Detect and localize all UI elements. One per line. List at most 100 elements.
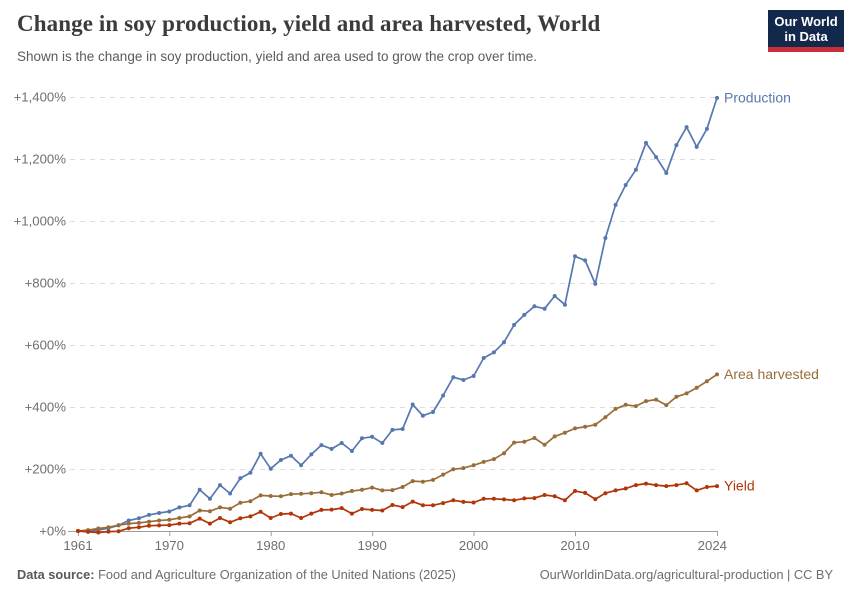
x-axis-label: 2010 [560, 538, 589, 553]
series-point-area-harvested [238, 500, 243, 505]
series-point-area-harvested [451, 467, 456, 472]
series-point-yield [451, 498, 456, 503]
series-point-production [400, 427, 405, 431]
series-point-yield [573, 489, 577, 493]
series-point-production [339, 441, 344, 445]
x-axis-label: 2000 [459, 538, 488, 553]
footer: Data source: Food and Agriculture Organi… [17, 567, 833, 582]
series-point-yield [370, 507, 375, 512]
y-axis-label: +400% [25, 400, 67, 415]
series-point-yield [106, 529, 111, 534]
series-point-yield [268, 516, 273, 520]
series-point-production [136, 516, 141, 521]
series-point-area-harvested [654, 397, 659, 402]
series-point-area-harvested [704, 379, 709, 384]
series-point-production [197, 487, 202, 492]
series-point-yield [360, 507, 364, 511]
series-point-production [420, 413, 425, 418]
series-point-production [309, 452, 314, 457]
series-point-yield [400, 505, 405, 510]
series-point-area-harvested [512, 440, 517, 445]
series-point-yield [319, 507, 324, 512]
series-point-yield [339, 506, 344, 511]
series-point-yield [258, 509, 263, 514]
series-point-area-harvested [694, 385, 699, 390]
series-point-area-harvested [502, 451, 506, 456]
series-point-area-harvested [613, 406, 618, 411]
series-point-yield [390, 503, 395, 507]
series-point-yield [491, 496, 496, 501]
series-point-production [299, 463, 304, 468]
series-point-yield [562, 498, 567, 503]
series-point-production [613, 202, 618, 207]
series-point-production [512, 322, 517, 327]
y-axis-label: +800% [25, 276, 67, 291]
series-point-production [562, 302, 567, 307]
series-point-production [593, 281, 598, 286]
owid-logo: Our World in Data [768, 10, 844, 52]
series-point-yield [420, 503, 425, 508]
series-point-production [623, 183, 628, 187]
series-point-yield [664, 484, 669, 489]
series-point-production [157, 511, 162, 515]
series-point-area-harvested [207, 509, 212, 514]
series-point-yield [228, 520, 233, 525]
series-point-production [633, 167, 638, 172]
series-point-yield [654, 483, 659, 488]
series-point-production [238, 476, 243, 481]
series-point-yield [197, 516, 202, 521]
data-source: Data source: Food and Agriculture Organi… [17, 567, 456, 582]
page-subtitle: Shown is the change in soy production, y… [17, 49, 538, 64]
series-point-yield [593, 497, 598, 502]
series-point-area-harvested [400, 485, 405, 489]
series-point-yield [522, 496, 527, 501]
series-point-yield [329, 507, 334, 512]
series-point-production [583, 258, 588, 263]
series-point-production [532, 304, 537, 309]
series-point-area-harvested [339, 491, 344, 496]
series-point-area-harvested [319, 490, 324, 495]
series-point-production [552, 294, 557, 298]
series-point-production [715, 95, 719, 100]
series-line-yield [77, 482, 718, 534]
x-axis-label: 1961 [63, 538, 92, 553]
series-point-production [289, 453, 293, 458]
series-point-production [573, 254, 577, 259]
series-point-production [126, 518, 131, 523]
series-point-production [522, 312, 527, 317]
series-point-production [603, 236, 608, 240]
series-point-area-harvested [289, 492, 293, 497]
x-axis-label: 1980 [256, 538, 285, 553]
series-point-yield [613, 488, 618, 493]
series-point-area-harvested [187, 514, 192, 519]
series-point-area-harvested [278, 494, 283, 499]
series-point-yield [583, 490, 588, 495]
series-point-area-harvested [674, 394, 679, 399]
series-point-production [177, 505, 182, 510]
series-point-production [410, 402, 415, 407]
series-point-area-harvested [228, 506, 233, 511]
series-point-area-harvested [116, 523, 121, 528]
series-point-area-harvested [380, 488, 385, 493]
series-point-yield [644, 481, 648, 486]
series-point-area-harvested [684, 391, 689, 396]
series-point-yield [299, 516, 304, 520]
series-point-production [502, 340, 506, 345]
y-axis-label: +600% [25, 338, 67, 353]
series-point-production [461, 378, 466, 382]
series-point-yield [431, 503, 435, 508]
series-point-yield [289, 511, 293, 516]
series-point-area-harvested [96, 526, 101, 531]
series-point-area-harvested [248, 499, 253, 504]
series-point-production [319, 443, 324, 448]
attribution-link[interactable]: OurWorldinData.org/agricultural-producti… [539, 567, 833, 582]
series-point-production [644, 140, 648, 145]
series-point-yield [684, 481, 689, 486]
series-point-area-harvested [552, 434, 557, 439]
series-point-yield [715, 484, 719, 489]
owid-logo-line1: Our World [774, 14, 838, 29]
series-point-area-harvested [441, 472, 446, 477]
series-point-area-harvested [664, 403, 669, 408]
